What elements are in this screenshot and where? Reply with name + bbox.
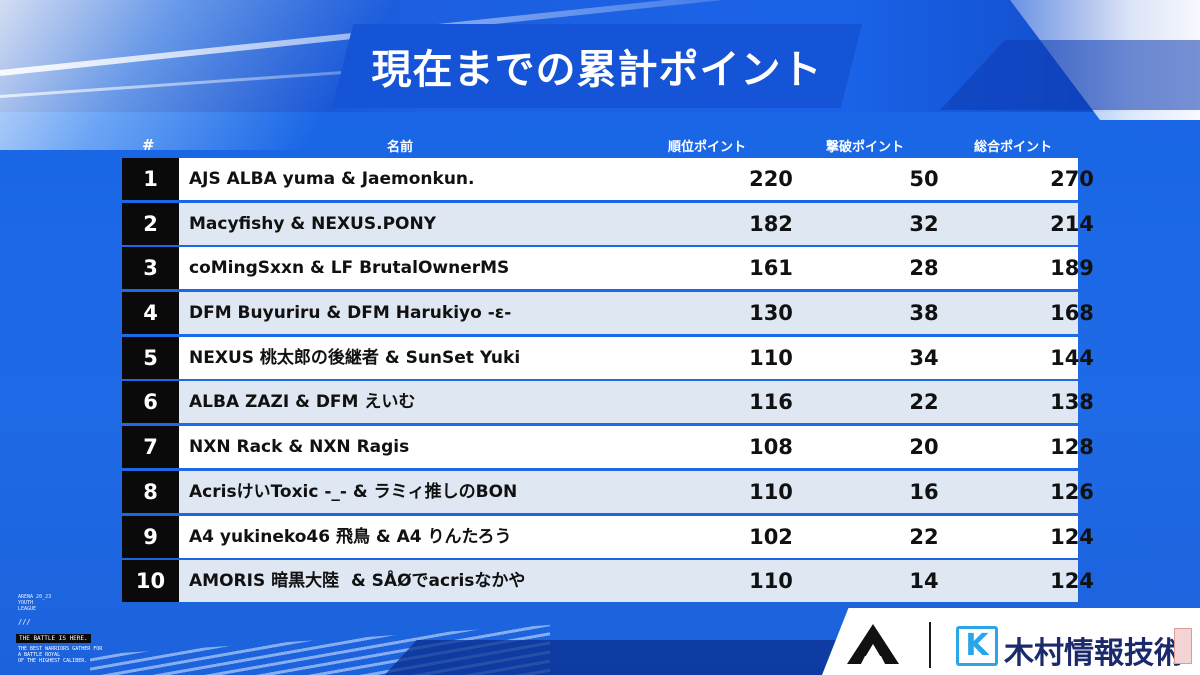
placement-points: 182 xyxy=(749,211,793,236)
total-points: 138 xyxy=(1050,390,1094,415)
total-points: 168 xyxy=(1050,301,1094,326)
team-name: coMingSxxn & LF BrutalOwnerMS xyxy=(189,258,510,279)
slash-mark: /// xyxy=(18,618,31,626)
kill-points: 28 xyxy=(909,256,939,281)
decorative-band xyxy=(380,640,840,675)
rank-cell: 2 xyxy=(122,202,179,245)
row-body: A4 yukineko46 飛鳥 & A4 りんたろう 102 22 124 xyxy=(179,515,1094,558)
table-row: 2 Macyfishy & NEXUS.PONY 182 32 214 xyxy=(122,202,1094,245)
event-brand: ARENA 20_23 YOUTH LEAGUE xyxy=(18,594,51,612)
team-name: AcrisけいToxic -_- & ラミィ推しのBON xyxy=(189,481,518,502)
row-body: AJS ALBA yuma & Jaemonkun. 220 50 270 xyxy=(179,158,1094,200)
rank-cell: 5 xyxy=(122,336,179,379)
row-body: AMORIS 暗黒大陸 ︎ & SÅØでacrisなかや 110 14 124 xyxy=(179,560,1094,603)
header-placement-points: 順位ポイント xyxy=(668,140,747,155)
team-name: Macyfishy & NEXUS.PONY xyxy=(189,213,437,234)
kill-points: 16 xyxy=(909,479,939,504)
kill-points: 20 xyxy=(909,435,939,460)
placement-points: 220 xyxy=(749,167,793,191)
table-row: 7 NXN Rack & NXN Ragis 108 20 128 xyxy=(122,426,1094,469)
total-points: 270 xyxy=(1050,167,1094,191)
placement-points: 108 xyxy=(749,435,793,460)
kill-points: 34 xyxy=(909,345,939,370)
page-title: 現在までの累計ポイント xyxy=(371,47,823,93)
team-name: NXN Rack & NXN Ragis xyxy=(189,437,410,458)
table-row: 8 AcrisけいToxic -_- & ラミィ推しのBON 110 16 12… xyxy=(122,470,1094,513)
rank-cell: 3 xyxy=(122,247,179,290)
kill-points: 22 xyxy=(909,390,939,415)
kill-points: 22 xyxy=(909,524,939,549)
kill-points: 38 xyxy=(909,301,939,326)
total-points: 189 xyxy=(1050,256,1094,281)
header-rank: # xyxy=(142,136,155,154)
team-name: AJS ALBA yuma & Jaemonkun. xyxy=(189,169,475,189)
table-row: 6 ALBA ZAZI & DFM えいむ 116 22 138 xyxy=(122,381,1094,424)
rank-cell: 8 xyxy=(122,470,179,513)
placement-points: 110 xyxy=(749,569,793,594)
team-name: AMORIS 暗黒大陸 ︎ & SÅØでacrisなかや xyxy=(189,571,526,592)
kill-points: 32 xyxy=(909,211,939,236)
logo-divider xyxy=(929,622,931,668)
table-row: 4 DFM Buyuriru & DFM Harukiyo -ε- 130 38… xyxy=(122,292,1094,335)
row-body: DFM Buyuriru & DFM Harukiyo -ε- 130 38 1… xyxy=(179,292,1094,335)
rank-cell: 1 xyxy=(122,158,179,200)
row-body: AcrisけいToxic -_- & ラミィ推しのBON 110 16 126 xyxy=(179,470,1094,513)
header-total-points: 総合ポイント xyxy=(974,140,1053,155)
tagline: THE BEST WARRIORS GATHER FOR A BATTLE RO… xyxy=(18,646,102,664)
rank-cell: 4 xyxy=(122,292,179,335)
team-name: ALBA ZAZI & DFM えいむ xyxy=(189,392,416,413)
table-row: 10 AMORIS 暗黒大陸 ︎ & SÅØでacrisなかや 110 14 1… xyxy=(122,560,1094,603)
rank-cell: 7 xyxy=(122,426,179,469)
row-body: NXN Rack & NXN Ragis 108 20 128 xyxy=(179,426,1094,469)
tagline-line: A BATTLE ROYAL xyxy=(18,652,61,658)
row-body: ALBA ZAZI & DFM えいむ 116 22 138 xyxy=(179,381,1094,424)
total-points: 128 xyxy=(1050,435,1094,460)
row-body: NEXUS 桃太郎の後継者 & SunSet Yuki 110 34 144 xyxy=(179,336,1094,379)
placement-points: 110 xyxy=(749,345,793,370)
total-points: 126 xyxy=(1050,479,1094,504)
total-points: 144 xyxy=(1050,345,1094,370)
kill-points: 14 xyxy=(909,569,939,594)
kill-points: 50 xyxy=(909,167,939,191)
rank-cell: 9 xyxy=(122,515,179,558)
table-header: # 名前 順位ポイント 撃破ポイント 総合ポイント xyxy=(122,134,1078,156)
event-brand-line: ARENA 20_23 xyxy=(18,594,52,600)
placement-points: 102 xyxy=(749,524,793,549)
total-points: 124 xyxy=(1050,524,1094,549)
seal-stamp xyxy=(1174,628,1192,664)
rank-cell: 10 xyxy=(122,560,179,603)
standings-table: 1 AJS ALBA yuma & Jaemonkun. 220 50 270 … xyxy=(122,158,1094,605)
tagline-line: THE BEST WARRIORS GATHER FOR xyxy=(18,646,103,652)
total-points: 214 xyxy=(1050,211,1094,236)
header-name: 名前 xyxy=(387,140,414,155)
tagline-heading: THE BATTLE IS HERE. xyxy=(16,634,91,643)
arena-a-logo-icon xyxy=(847,624,899,664)
placement-points: 116 xyxy=(749,390,793,415)
tagline-line: OF THE HIGHEST CALIBER. xyxy=(18,658,88,664)
placement-points: 161 xyxy=(749,256,793,281)
rank-cell: 6 xyxy=(122,381,179,424)
team-name: DFM Buyuriru & DFM Harukiyo -ε- xyxy=(189,303,512,324)
title-plate: 現在までの累計ポイント xyxy=(332,24,862,108)
row-body: Macyfishy & NEXUS.PONY 182 32 214 xyxy=(179,202,1094,245)
team-name: NEXUS 桃太郎の後継者 & SunSet Yuki xyxy=(189,347,521,368)
table-row: 5 NEXUS 桃太郎の後継者 & SunSet Yuki 110 34 144 xyxy=(122,336,1094,379)
placement-points: 110 xyxy=(749,479,793,504)
table-row: 1 AJS ALBA yuma & Jaemonkun. 220 50 270 xyxy=(122,158,1094,200)
event-brand-line: YOUTH xyxy=(18,600,34,606)
total-points: 124 xyxy=(1050,569,1094,594)
sponsor-name: 木村情報技術 xyxy=(1004,636,1184,671)
placement-points: 130 xyxy=(749,301,793,326)
event-brand-line: LEAGUE xyxy=(18,606,37,612)
table-row: 9 A4 yukineko46 飛鳥 & A4 りんたろう 102 22 124 xyxy=(122,515,1094,558)
sponsor-k-icon: K xyxy=(956,626,998,666)
row-body: coMingSxxn & LF BrutalOwnerMS 161 28 189 xyxy=(179,247,1094,290)
table-row: 3 coMingSxxn & LF BrutalOwnerMS 161 28 1… xyxy=(122,247,1094,290)
team-name: A4 yukineko46 飛鳥 & A4 りんたろう xyxy=(189,526,512,547)
header-kill-points: 撃破ポイント xyxy=(826,140,905,155)
